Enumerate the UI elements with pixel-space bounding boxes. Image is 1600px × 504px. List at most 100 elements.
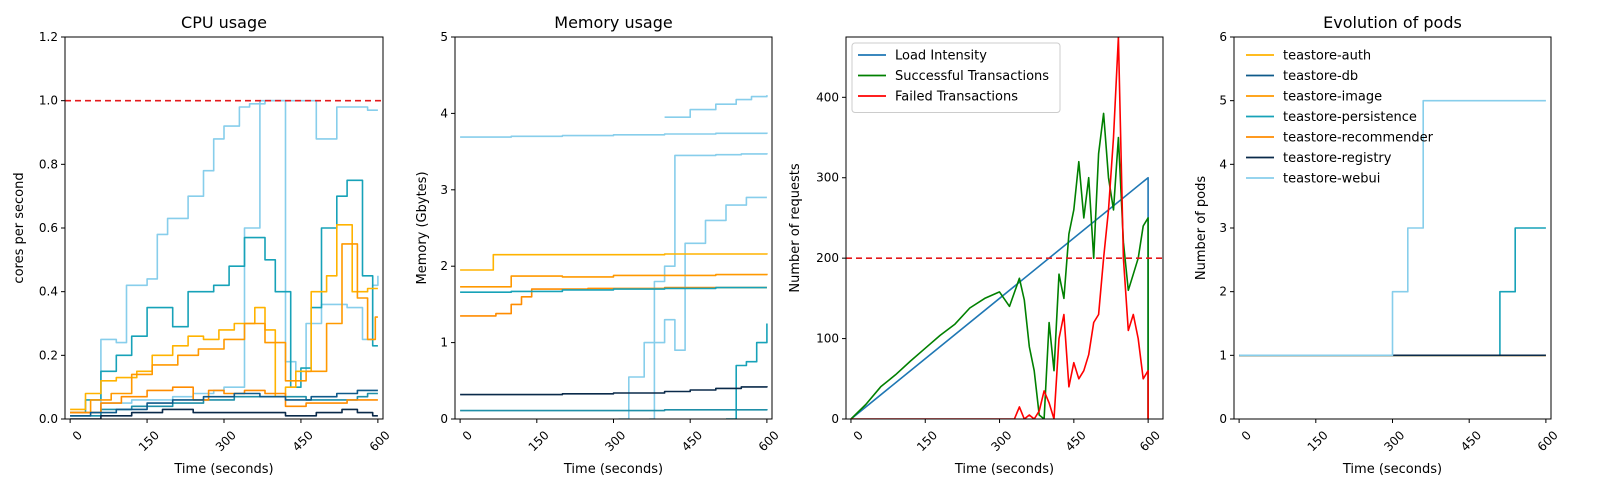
y-tick-label: 5 [440, 30, 448, 44]
series-line-3 [851, 37, 1149, 419]
y-axis-label: Memory (Gbytes) [415, 171, 430, 284]
series-line-2 [850, 112, 1149, 419]
y-tick-label: 0 [440, 412, 448, 426]
legend-entry: teastore-registry [1283, 151, 1392, 166]
x-tick-label: 300 [213, 428, 239, 454]
series-line-10 [460, 409, 768, 412]
y-tick-label: 1 [1219, 348, 1227, 362]
x-tick-label: 600 [1137, 428, 1163, 454]
series-group [850, 37, 1149, 419]
y-tick-label: 0.6 [39, 221, 58, 235]
series-line-3 [70, 179, 378, 414]
series-line-8 [460, 286, 767, 293]
x-axis-label: Time (seconds) [563, 462, 663, 477]
x-tick-label: 150 [136, 428, 162, 454]
y-tick-label: 0.4 [39, 285, 58, 299]
legend-entry: Failed Transactions [895, 90, 1018, 105]
series-line-9 [726, 323, 768, 419]
legend-entry: teastore-webui [1283, 172, 1380, 187]
x-tick-label: 450 [290, 428, 316, 454]
y-tick-label: 2 [1219, 285, 1227, 299]
y-tick-label: 3 [440, 183, 448, 197]
chart-title: Memory usage [554, 13, 672, 32]
chart-panel-1: 0 150 300 450 600 0.0 0.2 0.4 0.6 0.8 1.0 1.2 CPU us… [12, 13, 393, 477]
x-tick-label: 300 [1381, 428, 1407, 454]
y-tick-label: 0.0 [39, 412, 58, 426]
y-tick-label: 0.8 [39, 157, 58, 171]
x-tick-label: 0 [460, 428, 475, 443]
y-tick-label: 6 [1219, 30, 1227, 44]
y-tick-label: 400 [816, 90, 839, 104]
series-line-3 [618, 153, 768, 419]
series-group [70, 99, 379, 419]
series-line-6 [460, 273, 768, 288]
x-tick-label: 0 [851, 428, 866, 443]
x-tick-label: 150 [1305, 428, 1331, 454]
y-tick-label: 0 [831, 412, 839, 426]
chart-title: CPU usage [181, 13, 267, 32]
series-line-1 [70, 99, 378, 414]
x-tick-label: 450 [679, 428, 705, 454]
series-line-5 [460, 253, 768, 271]
series-group [460, 95, 768, 419]
legend-entry: teastore-auth [1283, 49, 1371, 64]
series-line-11 [460, 386, 768, 396]
x-tick-label: 450 [1063, 428, 1089, 454]
y-tick-label: 200 [816, 251, 839, 265]
y-tick-label: 1 [440, 336, 448, 350]
x-axis-label: Time (seconds) [954, 462, 1054, 477]
x-tick-label: 600 [756, 428, 782, 454]
series-line-6 [70, 243, 378, 414]
x-tick-label: 600 [1535, 428, 1561, 454]
x-tick-label: 450 [1458, 428, 1484, 454]
series-line-7 [70, 386, 378, 414]
y-axis-label: cores per second [12, 172, 27, 283]
x-tick-label: 300 [602, 428, 628, 454]
legend-entry: teastore-recommender [1283, 131, 1434, 146]
legend: Load Intensity Successful Transactions Fai… [851, 42, 1061, 113]
series-line-1 [460, 132, 768, 138]
legend-entry: teastore-persistence [1283, 110, 1417, 125]
chart-title: Evolution of pods [1323, 13, 1462, 32]
y-tick-label: 300 [816, 171, 839, 185]
plot-frame [1233, 36, 1552, 420]
series-line-2 [664, 95, 768, 118]
chart-panel-2: 0 150 300 450 600 0 1 2 3 4 5 Memory usage Time (sec… [415, 13, 782, 477]
series-line-8 [70, 389, 378, 417]
y-tick-label: 1.0 [39, 94, 58, 108]
series-line-1 [850, 176, 1149, 419]
y-tick-label: 4 [1219, 157, 1227, 171]
series-line-4 [649, 196, 767, 419]
y-tick-label: 0.2 [39, 348, 58, 362]
y-axis-label: Number of requests [788, 163, 803, 292]
legend-entry: teastore-image [1283, 90, 1382, 105]
legend-entry: Load Intensity [895, 49, 987, 64]
legend-frame [851, 42, 1061, 113]
legend-entry: teastore-db [1283, 69, 1358, 84]
x-tick-label: 150 [526, 428, 552, 454]
series-line-5 [70, 224, 378, 411]
x-tick-label: 600 [367, 428, 393, 454]
chart-panel-3: 0 150 300 450 600 0 100 200 300 400 Time (seconds)… [788, 36, 1164, 477]
y-tick-label: 100 [816, 332, 839, 346]
chart-panel-4: 0 150 300 450 600 0 1 2 3 4 5 6 Evolution of pods Tim… [1194, 13, 1561, 477]
plot-frame [845, 36, 1164, 420]
plot-frame [454, 36, 773, 420]
x-axis-label: Time (seconds) [173, 462, 273, 477]
y-tick-label: 0 [1219, 412, 1227, 426]
series-line-9 [70, 408, 378, 419]
y-tick-label: 3 [1219, 221, 1227, 235]
y-tick-label: 5 [1219, 94, 1227, 108]
x-axis-label: Time (seconds) [1342, 462, 1442, 477]
y-tick-label: 2 [440, 259, 448, 273]
y-axis-label: Number of pods [1194, 176, 1209, 280]
series-line-7 [1239, 99, 1546, 357]
y-tick-label: 1.2 [39, 30, 58, 44]
x-tick-label: 300 [988, 428, 1014, 454]
x-tick-label: 150 [914, 428, 940, 454]
legend: teastore-auth teastore-db teastore-image te… [1246, 49, 1434, 187]
series-group [1239, 99, 1546, 357]
x-tick-label: 0 [1239, 428, 1254, 443]
